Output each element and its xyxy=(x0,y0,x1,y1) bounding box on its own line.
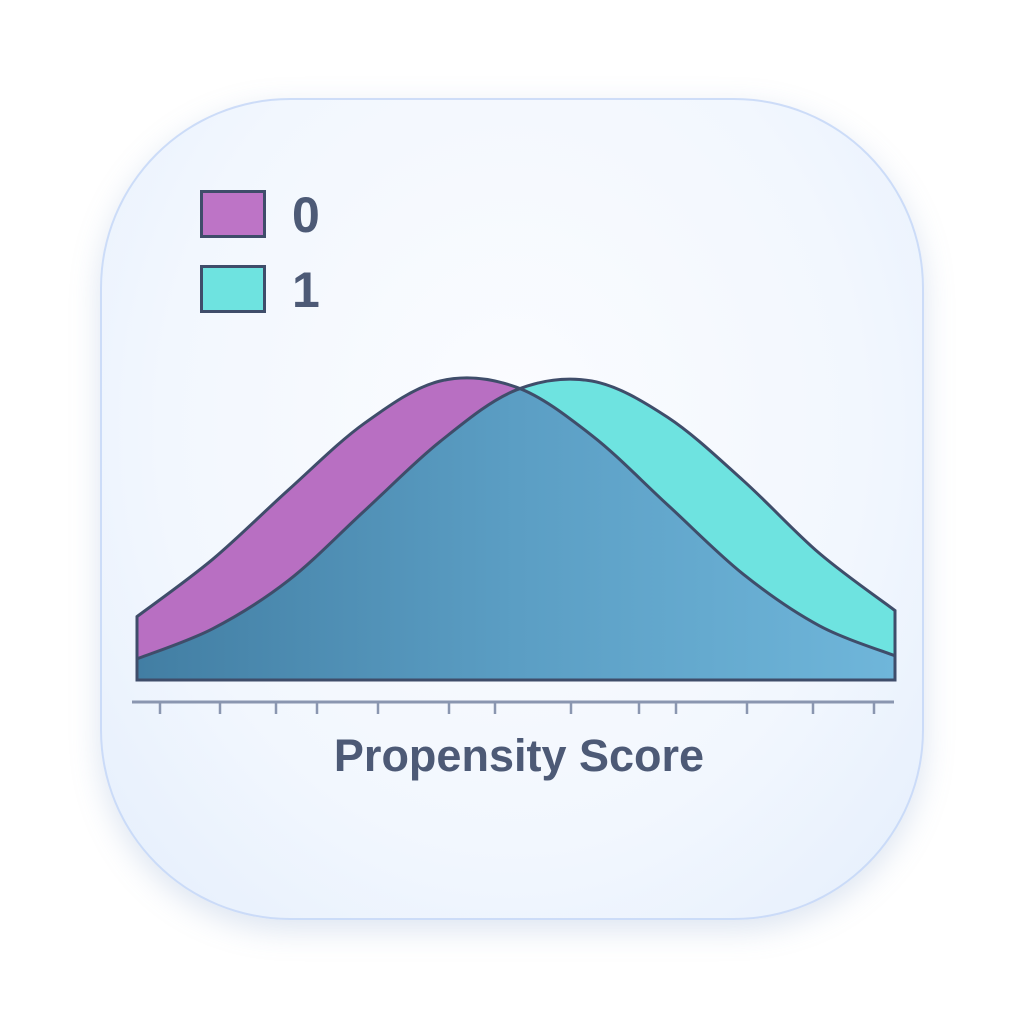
x-axis-label: Propensity Score xyxy=(333,730,705,781)
legend-swatch-1 xyxy=(200,265,266,313)
legend-label-1: 1 xyxy=(292,262,320,318)
series-0-line xyxy=(135,376,897,682)
legend-label-0: 0 xyxy=(292,187,320,243)
legend-swatch-0 xyxy=(200,190,266,238)
series-1-line xyxy=(135,377,897,682)
